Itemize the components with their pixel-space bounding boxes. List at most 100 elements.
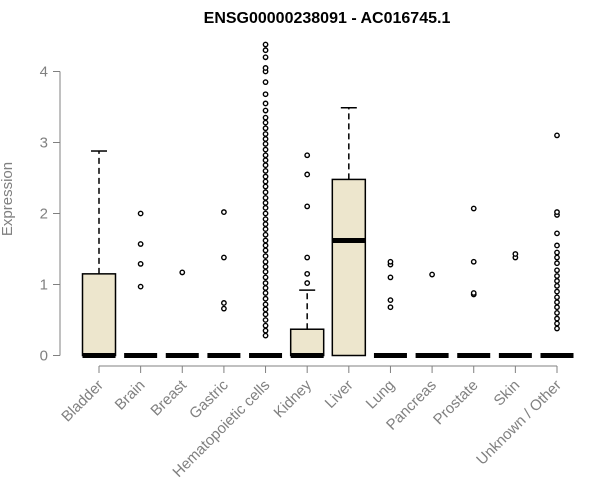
box-gastric (207, 209, 241, 358)
outlier-point (262, 311, 269, 318)
outlier-point (387, 274, 394, 281)
outlier-point (470, 290, 477, 296)
outlier-point (262, 107, 269, 114)
x-tick-label: Lung (363, 377, 399, 413)
outlier-point (554, 249, 560, 256)
outlier-point (262, 125, 269, 132)
x-tick-label: Liver (322, 377, 357, 412)
outlier-point (262, 54, 269, 61)
outlier-point (262, 242, 269, 249)
outlier-point (387, 304, 394, 311)
outlier-point (262, 268, 269, 275)
outlier-point (554, 294, 560, 301)
outlier-point (262, 41, 269, 48)
outlier-point (262, 285, 269, 291)
outlier-point (262, 189, 269, 196)
outlier-point (387, 258, 394, 265)
outlier-point (262, 100, 269, 107)
outlier-point (262, 332, 269, 339)
outlier-point (221, 300, 227, 306)
outlier-point (262, 199, 269, 206)
chart-title: ENSG00000238091 - AC016745.1 (204, 10, 451, 27)
outlier-point (221, 305, 227, 312)
outlier-point (262, 263, 269, 270)
outlier-point (554, 209, 560, 215)
outlier-point (262, 237, 269, 244)
box-brain (124, 210, 158, 358)
outlier-point (262, 274, 269, 281)
outlier-point (554, 309, 560, 316)
outlier-point (262, 221, 269, 228)
outlier-point (304, 280, 311, 286)
outlier-point (262, 119, 269, 126)
outlier-point (262, 317, 269, 323)
outlier-point (262, 91, 269, 98)
outlier-point (554, 260, 560, 267)
outlier-point (470, 258, 477, 265)
box-liver (331, 106, 367, 357)
box-pancreas (415, 271, 449, 358)
outlier-point (262, 162, 269, 169)
outlier-point (179, 269, 186, 276)
outlier-point (262, 114, 269, 121)
outlier-point (554, 304, 560, 311)
outlier-point (304, 203, 311, 210)
outlier-point (262, 136, 269, 142)
outlier-point (137, 241, 144, 247)
outlier-point (554, 315, 560, 322)
outlier-point (262, 183, 269, 190)
outlier-point (262, 167, 269, 174)
box-kidney (289, 152, 325, 358)
outlier-point (262, 178, 269, 185)
outlier-point (262, 301, 269, 308)
outlier-point (262, 258, 269, 265)
outlier-point (554, 273, 560, 279)
outlier-point (137, 210, 144, 217)
outlier-point (304, 171, 311, 178)
outlier-point (262, 65, 269, 71)
y-tick-label: 4 (40, 64, 48, 81)
x-tick-label: Breast (147, 376, 190, 419)
box-prostate (457, 205, 491, 358)
outlier-point (262, 173, 269, 180)
outlier-point (262, 295, 269, 302)
x-tick-label: Kidney (271, 376, 316, 421)
outlier-point (262, 141, 269, 147)
box-iqr (289, 328, 325, 357)
outlier-point (554, 320, 560, 327)
x-tick-label: Prostate (430, 377, 482, 429)
outlier-point (262, 327, 269, 334)
box-breast (165, 269, 199, 358)
outlier-point (554, 288, 560, 295)
box-lung (373, 258, 407, 358)
outlier-point (554, 299, 560, 306)
outlier-point (554, 254, 560, 261)
outlier-point (554, 267, 560, 274)
outlier-point (304, 254, 311, 261)
outlier-point (429, 271, 435, 278)
outlier-point (262, 290, 269, 296)
outlier-point (554, 242, 560, 249)
x-tick-label: Brain (112, 377, 149, 414)
outlier-point (554, 283, 560, 289)
outlier-point (262, 47, 269, 54)
x-tick-label: Bladder (58, 377, 107, 426)
outlier-point (221, 209, 227, 215)
outlier-point (262, 226, 269, 233)
outlier-point (262, 146, 269, 153)
box-unknown-other (540, 132, 574, 358)
outlier-point (262, 131, 269, 137)
outlier-point (137, 283, 144, 290)
outlier-point (262, 280, 269, 286)
outlier-point (221, 254, 227, 261)
box-iqr (81, 273, 117, 357)
outlier-point (262, 210, 269, 217)
y-axis-label: Expression (0, 162, 16, 236)
outlier-point (262, 231, 269, 238)
outlier-point (554, 230, 560, 237)
outlier-point (262, 247, 269, 254)
outlier-point (554, 325, 560, 332)
x-tick-label: Skin (491, 377, 524, 410)
box-hematopoietic-cells (249, 41, 283, 358)
